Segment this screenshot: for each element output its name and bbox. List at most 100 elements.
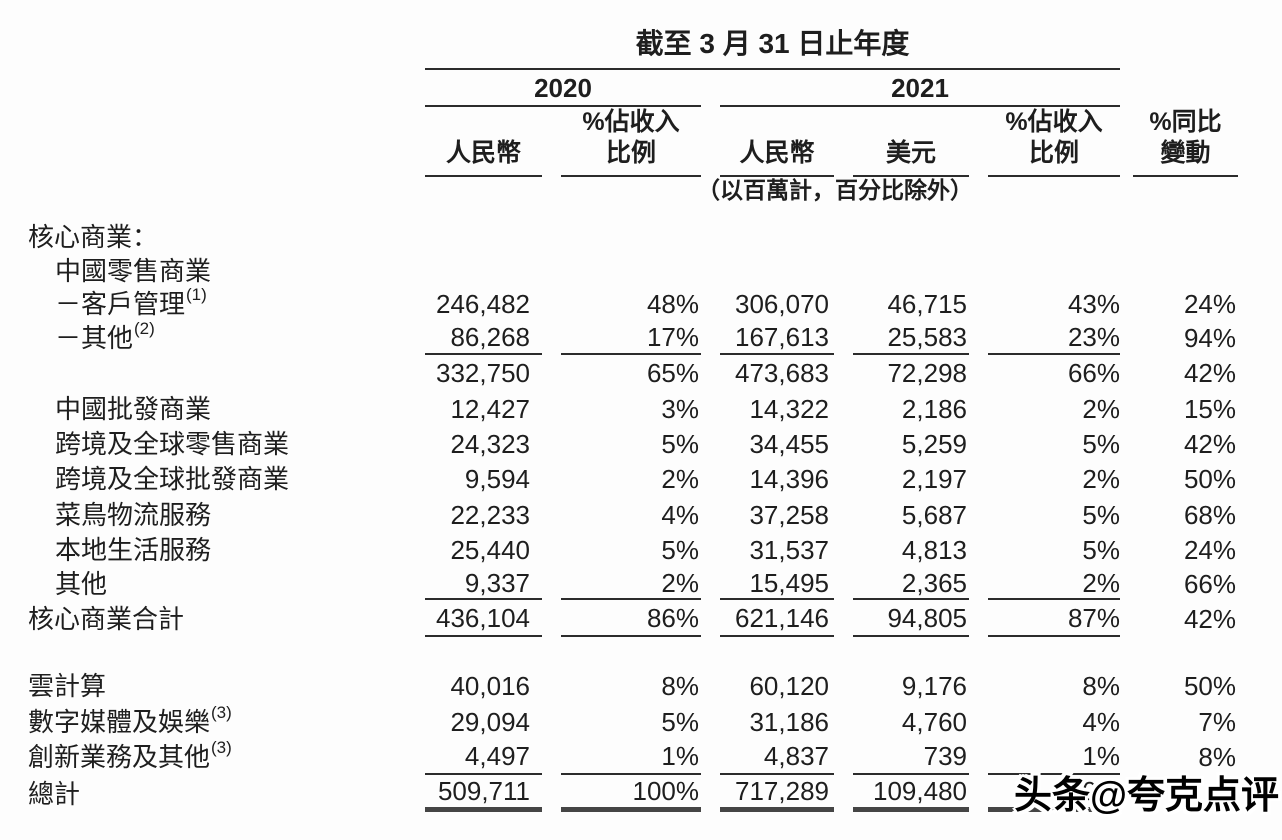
cell-usd-2021: 72,298	[887, 358, 967, 388]
row-label: 數字媒體及娛樂 (3)	[28, 702, 232, 737]
cell-yoy: 50%	[1183, 671, 1236, 701]
cell-usd-2021: 2,186	[901, 393, 967, 424]
row-label: －客戶管理 (1)	[55, 284, 207, 319]
cell-pct-2021: 8%	[1082, 671, 1120, 701]
cell-rmb-2020: 86,268	[425, 320, 542, 355]
cell-pct-2020: 48%	[646, 288, 699, 319]
cell-rmb-2020: 22,233	[450, 499, 530, 530]
col-header-label: 美元	[885, 139, 936, 167]
col-header-rmb-2020: 人民幣	[425, 107, 542, 177]
cell-rmb-2020: 9,337	[425, 567, 542, 600]
table-header-row: 截至 3 月 31 日止年度	[28, 30, 1282, 70]
cell-rmb-2021: 60,120	[749, 671, 829, 701]
table-row-crossborder-wholesale: 跨境及全球批發商業 9,594 2% 14,396 2,197 2% 50%	[28, 461, 1282, 497]
table-row-china-retail-subtotal: 332,750 65% 473,683 72,298 66% 42%	[28, 355, 1282, 391]
table-row-core-others: 其他 9,337 2% 15,495 2,365 2% 66%	[28, 567, 1282, 600]
cell-rmb-2020: 24,323	[450, 428, 530, 459]
table-row-local-services: 本地生活服務 25,440 5% 31,537 4,813 5% 24%	[28, 532, 1282, 567]
cell-pct-2021: 4%	[1082, 706, 1120, 737]
table-row-others-retail: －其他 (2) 86,268 17% 167,613 25,583 23% 94%	[28, 320, 1282, 355]
cell-yoy: 24%	[1183, 534, 1236, 565]
cell-rmb-2020: 12,427	[450, 393, 530, 424]
period-title: 截至 3 月 31 日止年度	[425, 30, 1120, 70]
row-label: 中國零售商業	[55, 256, 212, 286]
cell-yoy: 8%	[1198, 742, 1236, 772]
cell-yoy: 42%	[1183, 428, 1236, 459]
cell-usd-2021: 5,687	[901, 499, 967, 530]
cell-rmb-2020: 29,094	[450, 706, 530, 737]
col-header-rmb-2021: 人民幣	[720, 107, 834, 177]
table-row-china-retail-section: 中國零售商業	[28, 255, 1282, 287]
cell-yoy: 50%	[1183, 464, 1236, 494]
row-label: 核心商業合計	[28, 603, 185, 634]
cell-rmb-2021: 4,837	[720, 739, 834, 775]
spacer-row	[28, 637, 1282, 668]
cell-yoy: 68%	[1183, 499, 1236, 530]
cell-rmb-2021: 37,258	[749, 499, 829, 530]
col-header-label: %同比	[1149, 108, 1222, 136]
year-2021-header: 2021	[720, 70, 1120, 107]
cell-usd-2021: 739	[853, 739, 969, 775]
cell-pct-2020: 3%	[661, 393, 699, 424]
table-row-core-commerce-total: 核心商業合計 436,104 86% 621,146 94,805 87% 42…	[28, 600, 1282, 637]
cell-rmb-2021: 14,322	[749, 393, 829, 424]
row-label: －其他 (2)	[55, 318, 155, 353]
cell-yoy: 24%	[1183, 288, 1236, 319]
cell-yoy: 42%	[1183, 358, 1236, 388]
cell-pct-2021: 43%	[1067, 288, 1120, 319]
cell-usd-2021: 2,197	[901, 464, 967, 494]
row-label: 核心商業：	[28, 222, 159, 252]
cell-yoy: 15%	[1183, 393, 1236, 424]
col-header-label: 比例	[605, 139, 656, 167]
cell-rmb-2021: 31,537	[749, 534, 829, 565]
cell-pct-2020: 1%	[561, 739, 701, 775]
cell-rmb-2020: 40,016	[450, 671, 530, 701]
cell-pct-2021: 5%	[1082, 428, 1120, 459]
col-header-label: 人民幣	[739, 139, 815, 167]
cell-pct-2020: 5%	[661, 534, 699, 565]
row-label: 本地生活服務	[55, 534, 212, 565]
cell-rmb-2020: 436,104	[425, 600, 542, 637]
cell-usd-2021: 2,365	[853, 567, 969, 600]
cell-pct-2020: 5%	[661, 428, 699, 459]
year-header-row: 2020 2021	[28, 70, 1282, 107]
cell-pct-2021: 100%	[988, 775, 1120, 812]
cell-pct-2020: 5%	[661, 706, 699, 737]
cell-rmb-2021: 306,070	[735, 288, 829, 319]
row-label: 跨境及全球零售商業	[55, 428, 290, 459]
cell-rmb-2020: 4,497	[425, 739, 542, 775]
table-row-digital-media: 數字媒體及娛樂 (3) 29,094 5% 31,186 4,760 4% 7%	[28, 704, 1282, 739]
row-label: 總計	[28, 778, 81, 809]
column-header-row: 人民幣 %佔收入 比例 人民幣 美元 %佔收入 比例 %同比 變動	[28, 107, 1282, 177]
row-label: 中國批發商業	[55, 393, 212, 424]
col-header-label: 人民幣	[445, 139, 521, 167]
table-row-core-commerce-section: 核心商業：	[28, 219, 1282, 255]
cell-rmb-2021: 621,146	[720, 600, 834, 637]
cell-pct-2020: 4%	[661, 499, 699, 530]
units-note-row: （以百萬計，百分比除外）	[28, 175, 1282, 219]
cell-pct-2021: 23%	[988, 320, 1120, 355]
cell-pct-2021: 2%	[1082, 393, 1120, 424]
cell-pct-2020: 2%	[661, 464, 699, 494]
year-2020-header: 2020	[425, 70, 701, 107]
col-header-label: 變動	[1160, 139, 1211, 167]
cell-yoy: 66%	[1183, 568, 1236, 599]
cell-rmb-2021: 717,289	[720, 775, 834, 812]
col-header-pct-2021: %佔收入 比例	[988, 107, 1120, 177]
watermark-toutiao: 头条@夸克点评	[1014, 775, 1280, 817]
cell-usd-2021: 94,805	[853, 600, 969, 637]
cell-rmb-2021: 14,396	[749, 464, 829, 494]
cell-rmb-2020: 509,711	[425, 775, 542, 812]
cell-yoy: 7%	[1198, 706, 1236, 737]
cell-rmb-2020: 246,482	[436, 288, 530, 319]
table-row-grand-total: 總計 509,711 100% 717,289 109,480 100%	[28, 775, 1282, 812]
table-row-cainiao-logistics: 菜鳥物流服務 22,233 4% 37,258 5,687 5% 68%	[28, 497, 1282, 532]
cell-pct-2020: 2%	[561, 567, 701, 600]
cell-rmb-2021: 34,455	[749, 428, 829, 459]
col-header-pct-2020: %佔收入 比例	[561, 107, 701, 177]
cell-pct-2021: 1%	[988, 739, 1120, 775]
cell-usd-2021: 9,176	[901, 671, 967, 701]
cell-usd-2021: 5,259	[901, 428, 967, 459]
cell-rmb-2021: 31,186	[749, 706, 829, 737]
